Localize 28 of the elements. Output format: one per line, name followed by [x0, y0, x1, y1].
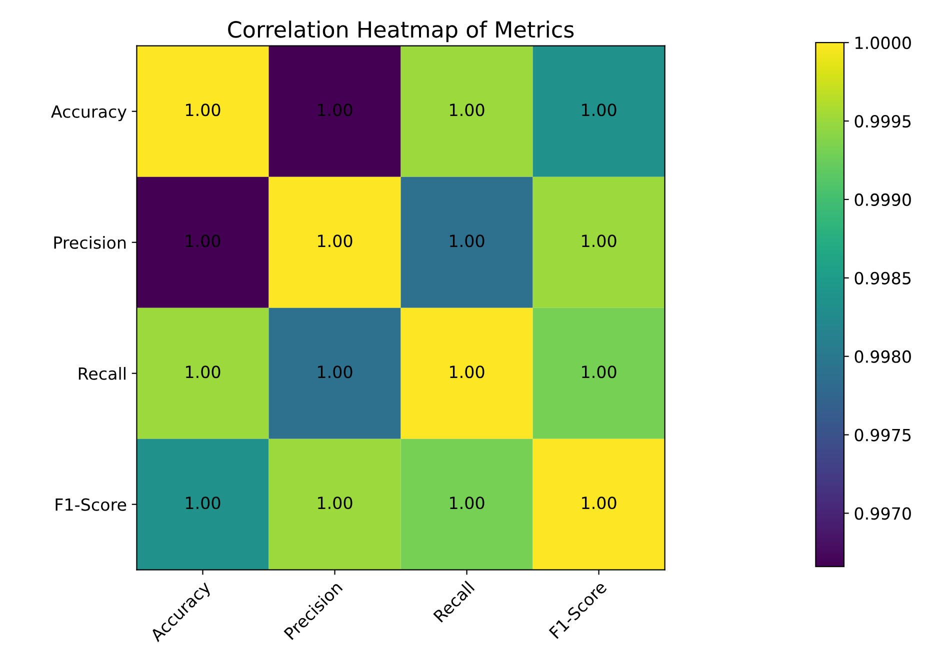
data-label: 1.00	[450, 496, 484, 510]
chart-title: Correlation Heatmap of Metrics	[228, 20, 574, 42]
data-label: 1.00	[318, 104, 352, 116]
data-label: 1.00	[582, 104, 616, 116]
color-bar-label: 0.9990	[854, 193, 911, 206]
data-label: 1.00	[450, 104, 484, 116]
data-label: 1.00	[582, 366, 616, 378]
color-bar-label: 0.9980	[854, 350, 911, 363]
data-label: 1.00	[186, 104, 220, 116]
data-label: 1.00	[450, 366, 484, 378]
y-tick-label: Recall	[78, 367, 126, 380]
color-bar-label: 0.9975	[854, 428, 911, 442]
color-bar-label: 0.9970	[854, 507, 911, 520]
color-bar-label: 0.9995	[854, 114, 911, 128]
color-bar-label: 0.9985	[854, 272, 911, 284]
data-label: 1.00	[450, 234, 484, 248]
data-label: 1.00	[186, 496, 220, 510]
data-label: 1.00	[186, 366, 220, 378]
data-label: 1.00	[186, 234, 220, 248]
color-bar-label: 1.0000	[856, 36, 911, 50]
y-tick-label: F1-Score	[56, 498, 126, 511]
data-label: 1.00	[318, 234, 352, 248]
data-label: 1.00	[582, 234, 616, 248]
data-label: 1.00	[318, 366, 352, 378]
data-label: 1.00	[318, 496, 352, 510]
data-label: 1.00	[582, 496, 616, 510]
y-tick-label: Accuracy	[51, 106, 127, 122]
y-tick-label: Precision	[54, 236, 126, 249]
